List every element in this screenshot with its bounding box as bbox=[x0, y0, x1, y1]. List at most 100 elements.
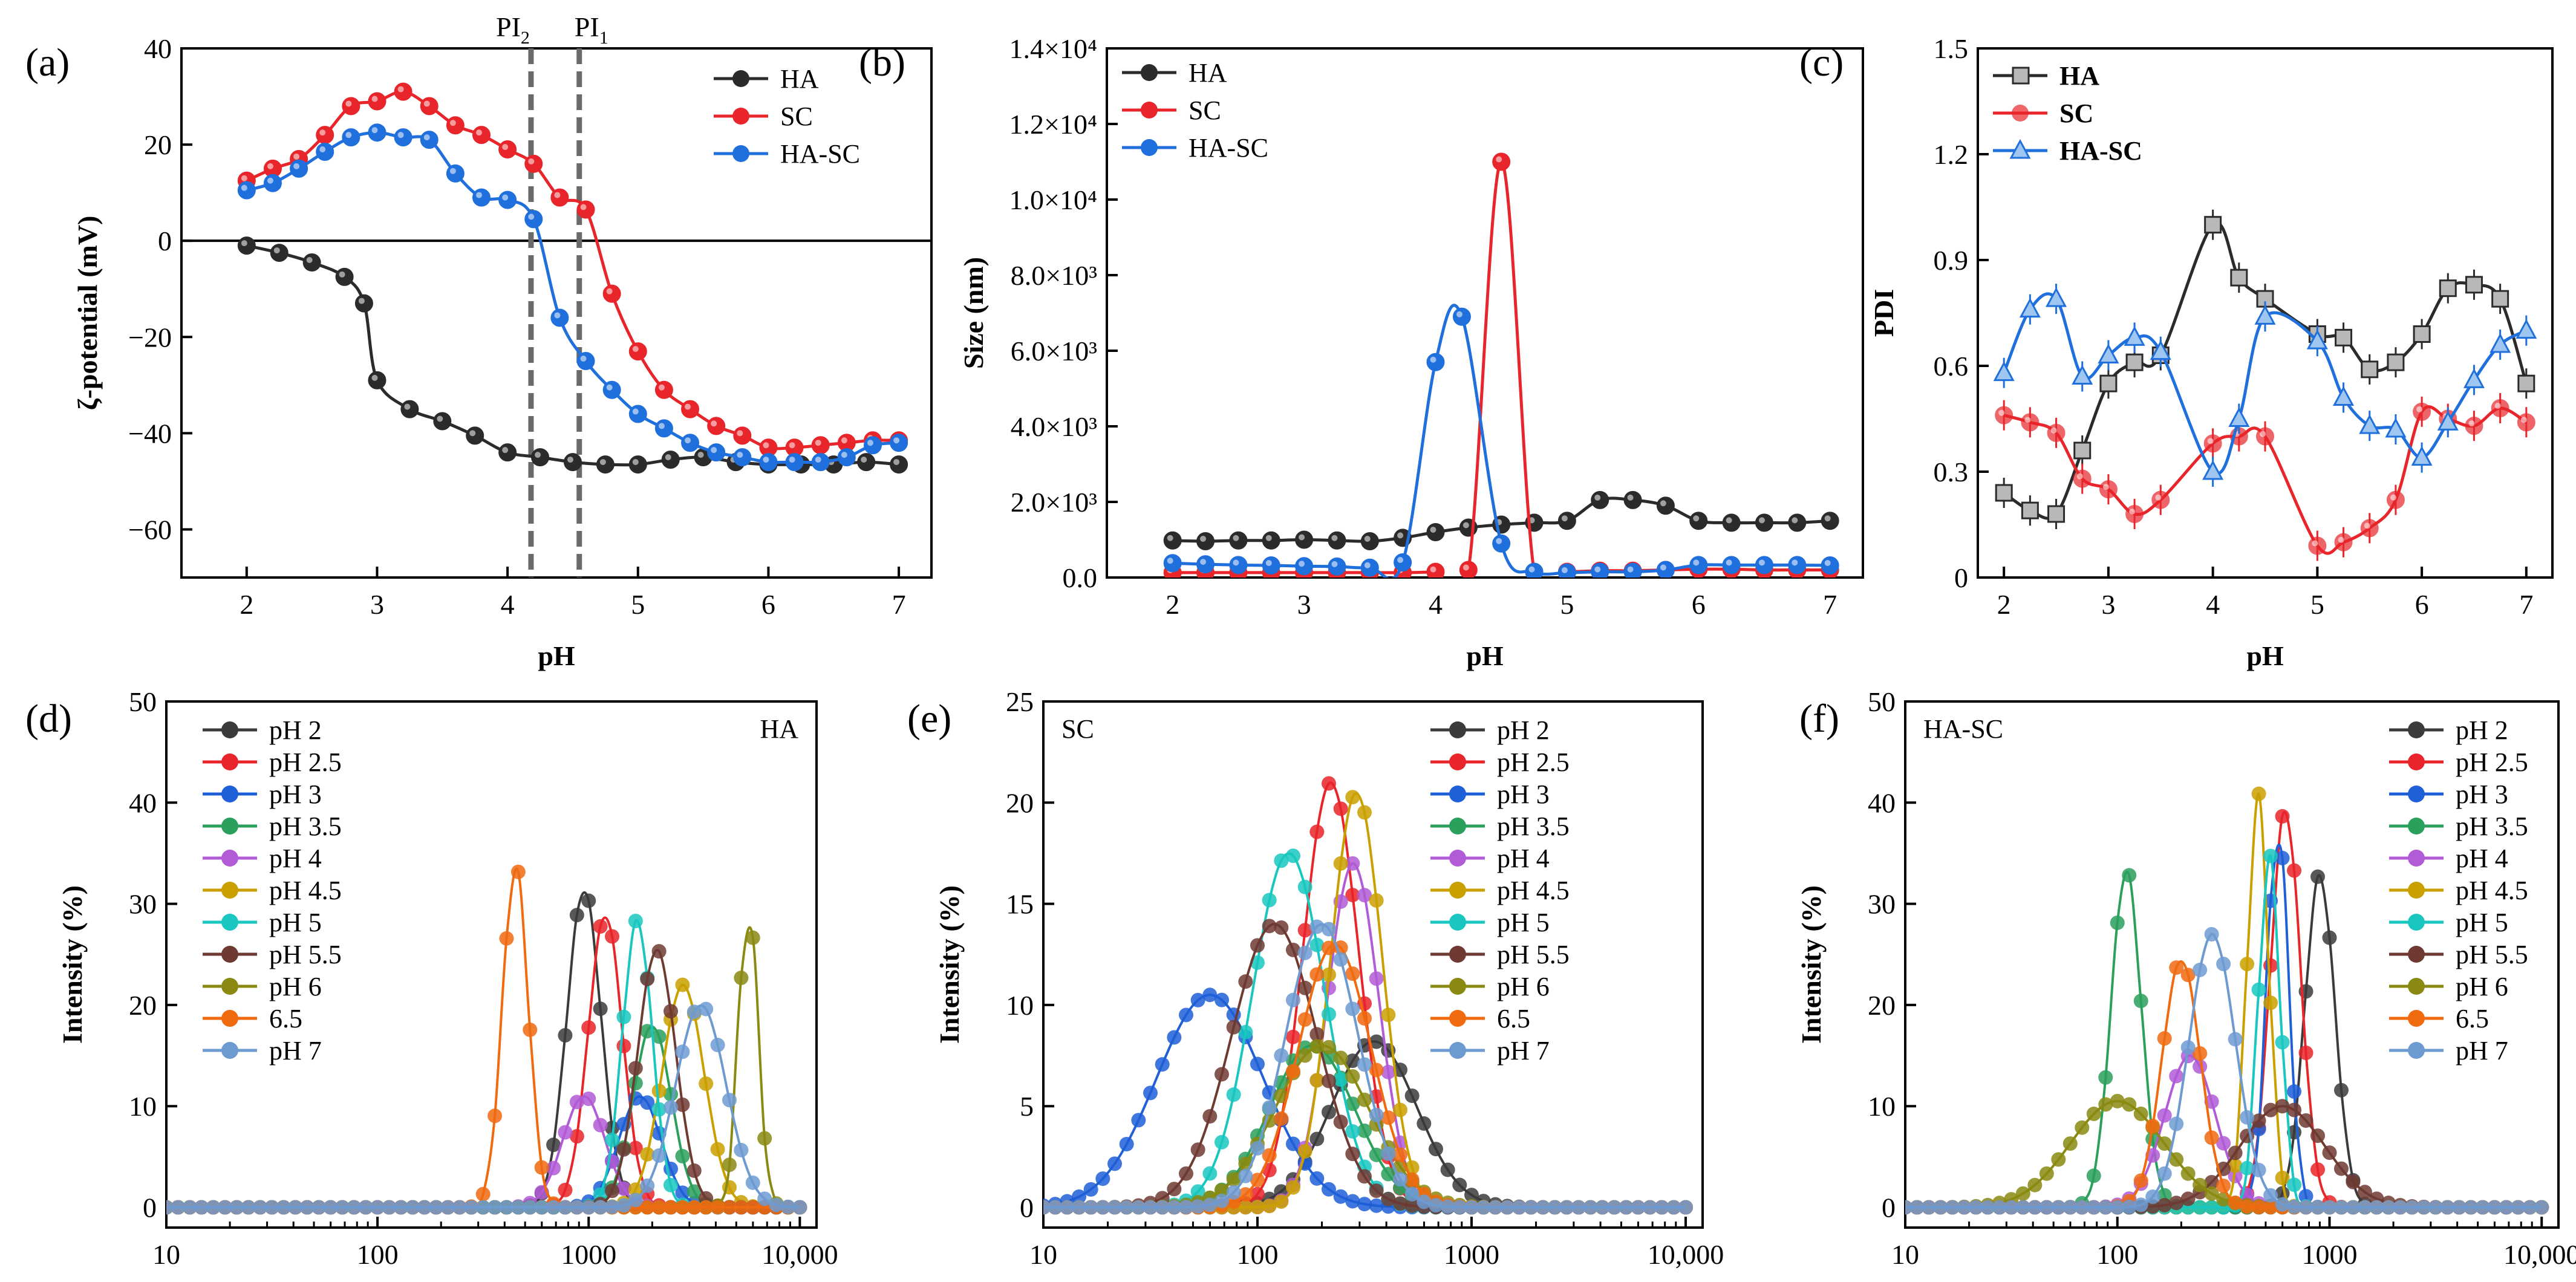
data-point-highlight bbox=[1528, 566, 1535, 573]
series-line bbox=[1905, 870, 2542, 1209]
data-point bbox=[686, 1184, 702, 1199]
data-point bbox=[628, 1193, 643, 1208]
data-point bbox=[2027, 1177, 2043, 1193]
data-point bbox=[368, 123, 386, 142]
data-point bbox=[1968, 1200, 1983, 1215]
data-point bbox=[264, 1200, 279, 1215]
data-point bbox=[1392, 1062, 1407, 1078]
legend: pH 2pH 2.5pH 3 pH 3.5 pH 4 pH 4.5 pH 5 pH 5.5… bbox=[1430, 715, 1570, 1066]
plot-area bbox=[1993, 209, 2537, 561]
data-point bbox=[1285, 942, 1300, 957]
legend-marker bbox=[2408, 721, 2425, 738]
data-point bbox=[640, 1200, 655, 1215]
data-point bbox=[1250, 1186, 1265, 1202]
y-tick-label: 1.0×10⁴ bbox=[1009, 184, 1097, 215]
legend-label: pH 7 bbox=[1497, 1036, 1550, 1066]
data-point bbox=[2019, 298, 2041, 318]
data-point bbox=[605, 1183, 620, 1199]
data-point bbox=[2463, 368, 2485, 388]
data-point bbox=[2157, 1136, 2172, 1151]
data-point-highlight bbox=[397, 132, 404, 138]
data-point bbox=[1654, 1200, 1669, 1215]
data-point-highlight bbox=[267, 177, 273, 184]
data-point bbox=[2204, 1094, 2219, 1109]
data-point bbox=[524, 210, 543, 229]
data-point bbox=[1309, 824, 1325, 839]
x-tick-label: 10 bbox=[1891, 1239, 1919, 1270]
data-point-highlight bbox=[2102, 484, 2109, 490]
y-tick-label: 10 bbox=[1006, 990, 1034, 1021]
data-point-highlight bbox=[1627, 566, 1634, 573]
data-point bbox=[1043, 1200, 1051, 1215]
data-point bbox=[2204, 1200, 2219, 1215]
data-point bbox=[2039, 1200, 2054, 1215]
data-point bbox=[780, 1199, 795, 1214]
data-point bbox=[1345, 966, 1360, 981]
legend-marker bbox=[732, 108, 749, 125]
data-point bbox=[2256, 427, 2274, 446]
legend-marker bbox=[1141, 102, 1158, 119]
x-tick-label: 6 bbox=[1692, 589, 1706, 620]
data-point bbox=[1369, 1062, 1384, 1078]
data-point bbox=[1202, 1166, 1218, 1181]
data-point bbox=[1107, 1156, 1122, 1171]
data-point bbox=[316, 143, 334, 161]
data-point bbox=[576, 200, 595, 219]
data-point-highlight bbox=[371, 96, 378, 102]
data-point bbox=[2193, 1200, 2208, 1215]
data-point-highlight bbox=[371, 127, 378, 134]
data-point bbox=[546, 1200, 561, 1215]
data-point bbox=[1226, 1020, 1241, 1035]
legend-item: pH 3 bbox=[1430, 779, 1550, 809]
data-point-highlight bbox=[241, 184, 247, 191]
data-point bbox=[2204, 926, 2219, 942]
data-point bbox=[433, 412, 452, 431]
legend-marker bbox=[2012, 105, 2029, 122]
data-point bbox=[1656, 496, 1675, 515]
data-point bbox=[857, 453, 876, 472]
data-point bbox=[464, 1200, 479, 1215]
data-point bbox=[640, 1178, 655, 1193]
data-point bbox=[1119, 1136, 1134, 1151]
data-point bbox=[2047, 505, 2066, 523]
data-point-highlight bbox=[1627, 494, 1634, 501]
x-tick-label: 4 bbox=[501, 589, 515, 620]
data-point bbox=[651, 1148, 667, 1163]
data-point-highlight bbox=[567, 457, 573, 463]
y-tick-label: 0.3 bbox=[1934, 457, 1969, 487]
data-point-highlight bbox=[711, 447, 717, 454]
data-point bbox=[1285, 848, 1300, 864]
data-point-highlight bbox=[1331, 561, 1338, 567]
data-point bbox=[1143, 1085, 1158, 1101]
legend-label: pH 5.5 bbox=[269, 940, 342, 969]
data-point bbox=[640, 1147, 655, 1162]
pi-label-main: PI bbox=[496, 11, 521, 42]
data-point bbox=[2465, 276, 2483, 294]
data-point bbox=[863, 436, 882, 455]
x-tick-label: 2 bbox=[1997, 589, 2011, 620]
data-point-highlight bbox=[345, 132, 352, 138]
data-point bbox=[1155, 1057, 1170, 1072]
data-point bbox=[628, 1076, 643, 1091]
data-point bbox=[1404, 1186, 1420, 1202]
data-point bbox=[2451, 1200, 2467, 1215]
data-point bbox=[733, 448, 752, 467]
legend-marker bbox=[1449, 946, 1466, 963]
data-point bbox=[699, 1001, 714, 1017]
data-point bbox=[1285, 992, 1300, 1007]
legend-label: SC bbox=[2059, 99, 2093, 128]
data-point-highlight bbox=[404, 403, 411, 410]
data-point bbox=[523, 1022, 538, 1037]
series-line bbox=[166, 916, 800, 1209]
data-point bbox=[1262, 531, 1280, 550]
data-point bbox=[2310, 1162, 2325, 1177]
data-point bbox=[1262, 1100, 1277, 1115]
legend-label: pH 4.5 bbox=[2456, 876, 2528, 905]
data-point bbox=[394, 128, 412, 147]
data-point bbox=[2287, 863, 2302, 878]
data-point bbox=[1250, 938, 1265, 953]
plot-area bbox=[166, 864, 807, 1215]
data-point bbox=[2499, 1200, 2514, 1215]
data-point bbox=[1369, 1147, 1384, 1162]
data-point-highlight bbox=[1693, 559, 1700, 566]
